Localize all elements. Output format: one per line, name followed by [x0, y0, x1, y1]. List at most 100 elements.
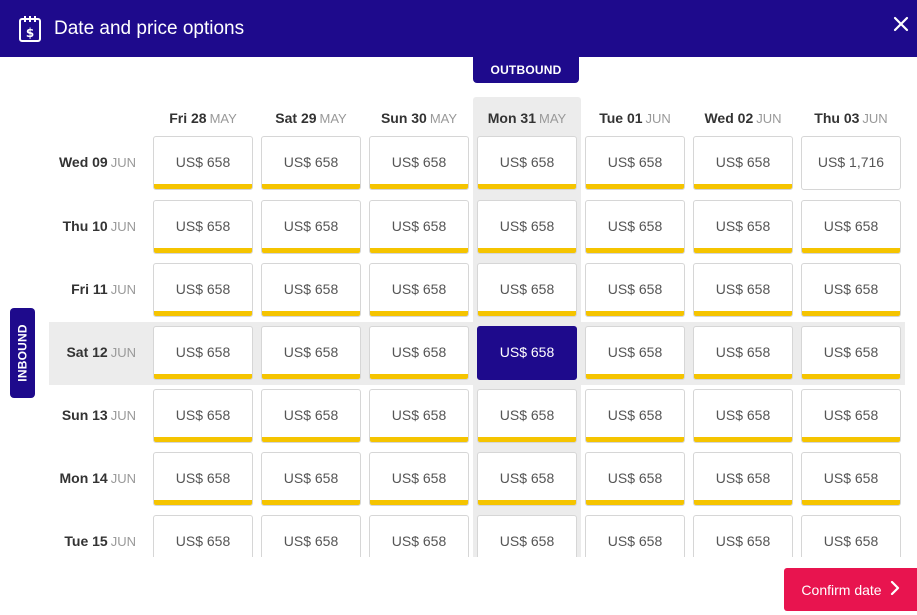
price-cell[interactable]: US$ 658	[693, 452, 793, 506]
price-value: US$ 658	[823, 217, 879, 234]
price-cell[interactable]: US$ 658	[477, 200, 577, 254]
price-cell[interactable]: US$ 658	[369, 200, 469, 254]
price-value: US$ 658	[283, 406, 339, 423]
column-header-month: JUN	[756, 111, 782, 126]
row-label-month: JUN	[110, 408, 136, 423]
confirm-date-button[interactable]: Confirm date	[784, 568, 917, 611]
row-label: Wed 09 JUN	[40, 154, 136, 174]
price-cell[interactable]: US$ 658	[369, 326, 469, 380]
column-header: Fri 28 MAY	[149, 110, 257, 130]
close-icon[interactable]	[885, 8, 917, 40]
price-cell[interactable]: US$ 658	[369, 263, 469, 317]
price-cell[interactable]: US$ 658	[801, 200, 901, 254]
price-cell[interactable]: US$ 1,716	[801, 136, 901, 190]
price-value: US$ 1,716	[817, 153, 885, 170]
price-value: US$ 658	[715, 406, 771, 423]
price-value: US$ 658	[607, 217, 663, 234]
price-cell[interactable]: US$ 658	[585, 452, 685, 506]
price-value: US$ 658	[283, 217, 339, 234]
row-label-day: Thu 10	[62, 218, 108, 234]
price-cell[interactable]: US$ 658	[153, 200, 253, 254]
price-cell-selected[interactable]: US$ 658	[477, 326, 577, 380]
price-cell[interactable]: US$ 658	[477, 136, 577, 190]
price-cell[interactable]: US$ 658	[261, 326, 361, 380]
price-value: US$ 658	[607, 153, 663, 170]
price-cell[interactable]: US$ 658	[153, 263, 253, 317]
price-cell[interactable]: US$ 658	[801, 389, 901, 443]
column-header: Wed 02 JUN	[689, 110, 797, 130]
price-cell[interactable]: US$ 658	[261, 452, 361, 506]
price-cell[interactable]: US$ 658	[801, 515, 901, 557]
column-header-month: JUN	[862, 111, 888, 126]
price-value: US$ 658	[391, 406, 447, 423]
price-cell[interactable]: US$ 658	[585, 389, 685, 443]
price-cell[interactable]: US$ 658	[153, 326, 253, 380]
price-cell[interactable]: US$ 658	[801, 326, 901, 380]
price-cell[interactable]: US$ 658	[585, 326, 685, 380]
price-cell[interactable]: US$ 658	[261, 136, 361, 190]
price-value: US$ 658	[607, 406, 663, 423]
svg-text:$: $	[26, 26, 34, 40]
row-label: Sat 12 JUN	[40, 344, 136, 364]
price-cell[interactable]: US$ 658	[693, 136, 793, 190]
column-header-day: Tue 01	[599, 110, 643, 126]
price-cell[interactable]: US$ 658	[369, 136, 469, 190]
date-price-grid: Fri 28 MAY Sat 29 MAY Sun 30 MAY Mon 31 MAY Tue …	[0, 90, 917, 557]
price-cell[interactable]: US$ 658	[585, 136, 685, 190]
price-cell[interactable]: US$ 658	[369, 389, 469, 443]
price-value: US$ 658	[715, 217, 771, 234]
price-cell[interactable]: US$ 658	[261, 263, 361, 317]
price-value: US$ 658	[283, 153, 339, 170]
price-cell[interactable]: US$ 658	[261, 200, 361, 254]
price-cell[interactable]: US$ 658	[693, 515, 793, 557]
confirm-date-label: Confirm date	[801, 581, 882, 598]
price-cell[interactable]: US$ 658	[585, 263, 685, 317]
price-cell[interactable]: US$ 658	[261, 515, 361, 557]
price-cell[interactable]: US$ 658	[693, 326, 793, 380]
price-cell[interactable]: US$ 658	[261, 389, 361, 443]
price-cell[interactable]: US$ 658	[477, 389, 577, 443]
row-label-month: JUN	[110, 534, 136, 549]
price-value: US$ 658	[823, 280, 879, 297]
row-label: Mon 14 JUN	[40, 470, 136, 490]
price-cell[interactable]: US$ 658	[153, 136, 253, 190]
price-cell[interactable]: US$ 658	[585, 200, 685, 254]
price-cell[interactable]: US$ 658	[801, 452, 901, 506]
price-value: US$ 658	[499, 532, 555, 549]
price-cell[interactable]: US$ 658	[693, 389, 793, 443]
price-cell[interactable]: US$ 658	[369, 515, 469, 557]
price-cell[interactable]: US$ 658	[153, 515, 253, 557]
price-cell[interactable]: US$ 658	[693, 200, 793, 254]
price-cell[interactable]: US$ 658	[585, 515, 685, 557]
price-value: US$ 658	[715, 469, 771, 486]
row-label-month: JUN	[110, 219, 136, 234]
price-cell[interactable]: US$ 658	[153, 452, 253, 506]
row-label-day: Tue 15	[64, 533, 108, 549]
outbound-label: OUTBOUND	[473, 57, 579, 83]
row-label: Tue 15 JUN	[40, 533, 136, 553]
modal-header: $ Date and price options	[0, 0, 917, 57]
column-header: Mon 31 MAY	[473, 110, 581, 130]
price-cell[interactable]: US$ 658	[801, 263, 901, 317]
column-header-month: MAY	[429, 111, 458, 126]
row-label-day: Sun 13	[61, 407, 108, 423]
column-header-day: Fri 28	[169, 110, 207, 126]
price-value: US$ 658	[499, 406, 555, 423]
price-cell[interactable]: US$ 658	[477, 452, 577, 506]
price-value: US$ 658	[283, 532, 339, 549]
price-cell[interactable]: US$ 658	[477, 515, 577, 557]
price-cell[interactable]: US$ 658	[477, 263, 577, 317]
column-header: Tue 01 JUN	[581, 110, 689, 130]
price-value: US$ 658	[499, 217, 555, 234]
price-cell[interactable]: US$ 658	[153, 389, 253, 443]
price-value: US$ 658	[499, 153, 555, 170]
price-value: US$ 658	[499, 280, 555, 297]
price-value: US$ 658	[391, 532, 447, 549]
column-header: Thu 03 JUN	[797, 110, 905, 130]
price-cell[interactable]: US$ 658	[369, 452, 469, 506]
price-cell[interactable]: US$ 658	[693, 263, 793, 317]
row-label: Fri 11 JUN	[40, 281, 136, 301]
price-value: US$ 658	[391, 343, 447, 360]
column-header-day: Thu 03	[814, 110, 860, 126]
price-value: US$ 658	[175, 532, 231, 549]
